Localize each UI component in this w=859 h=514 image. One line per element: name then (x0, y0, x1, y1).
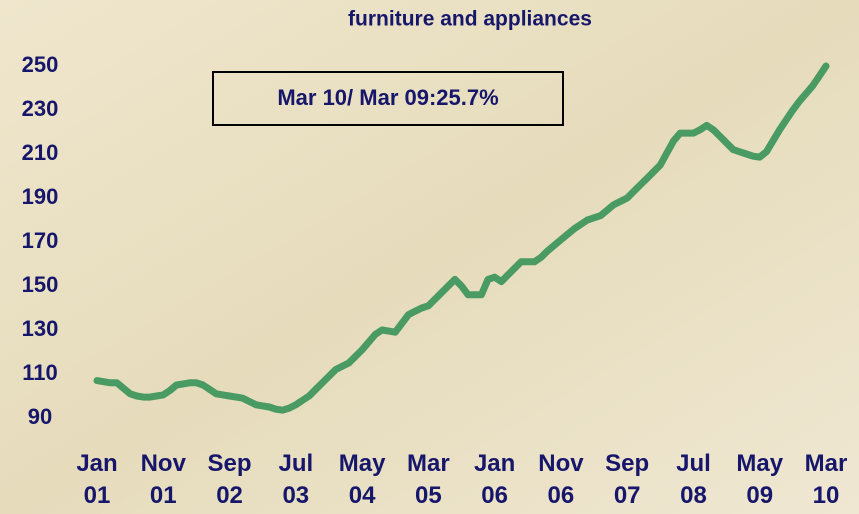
y-tick-label: 190 (22, 184, 59, 209)
y-tick-label: 250 (22, 52, 59, 77)
y-tick-label: 230 (22, 96, 59, 121)
y-tick-label: 110 (22, 360, 58, 385)
y-tick-label: 130 (22, 316, 59, 341)
y-tick-label: 150 (22, 272, 59, 297)
chart-subtitle: furniture and appliances (348, 8, 592, 31)
background (0, 0, 859, 514)
y-tick-label: 210 (22, 140, 59, 165)
y-tick-label: 170 (22, 228, 59, 253)
y-tick-label: 90 (28, 404, 52, 429)
annotation: Mar 10/ Mar 09:25.7% (277, 85, 498, 110)
chart: furniture and appliances Mar 10/ Mar 09:… (0, 0, 859, 514)
